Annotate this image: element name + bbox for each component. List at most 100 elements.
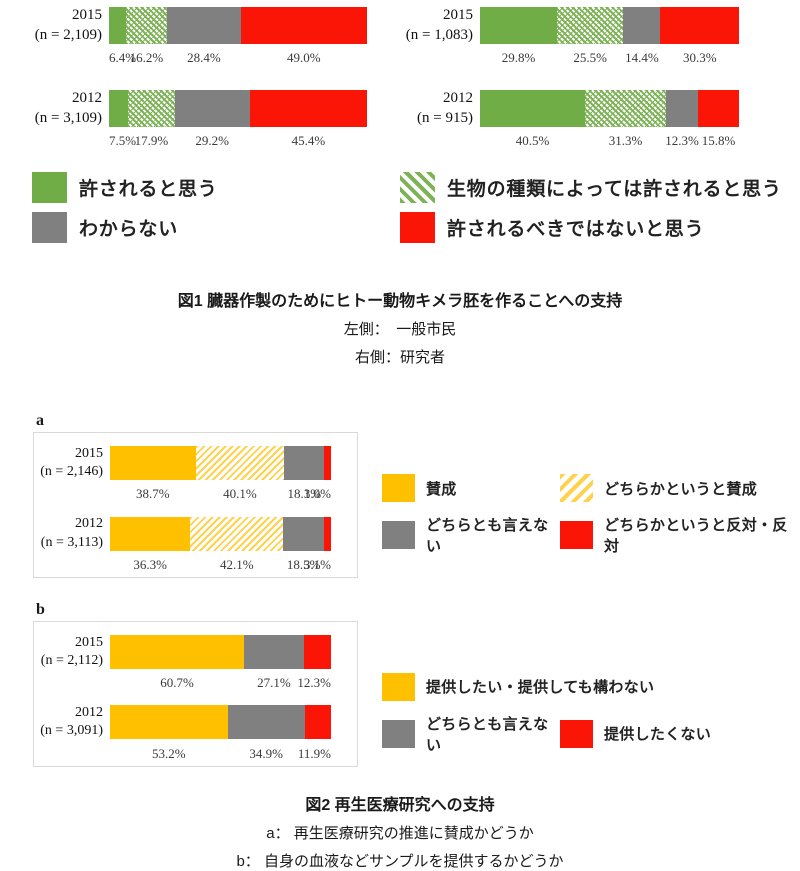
fig2b-panel-box: 2015 (n = 2,112) 60.7% 27.1% 12.3% 2012 (n = 3… [33,620,358,767]
bar-segment-green-hatch [125,7,168,44]
bar-segment-green [480,90,585,127]
fig2-subfig-a: 2015 (n = 2,146) 38.7% 40.1% 18.1% 3.0% 2012 (n… [33,432,800,578]
bar-segment-red [249,90,367,127]
row-label: 2012 (n = 3,091) [34,704,110,740]
row-n-label: (n = 2,112) [40,652,103,668]
fig1-chart-general-public: 2015 (n = 2,109) 6.4% 16.2% 28.4% 49.0% 2012 (n… [0,6,367,150]
fig1-charts-row: 2015 (n = 2,109) 6.4% 16.2% 28.4% 49.0% 2012 (n… [0,0,800,150]
fig1-chart-researchers: 2015 (n = 1,083) 29.8% 25.5% 14.4% 30.3% 2012 (… [394,6,739,150]
bar-segment-green-hatch [557,7,624,44]
figure1-section: 2015 (n = 2,109) 6.4% 16.2% 28.4% 49.0% 2012 (n… [0,0,800,367]
pct-label: 36.3% [133,556,167,572]
bar-segment-gray [284,446,325,481]
pct-label: 12.3% [665,133,699,148]
pct-label: 53.2% [151,745,186,761]
legend-swatch-yellow [382,672,415,701]
bar-segment-red [698,90,739,127]
legend-swatch-yellow-hatch [560,474,593,502]
row-label: 2015 (n = 2,112) [34,634,110,670]
legend-swatch-gray [32,212,67,243]
legend-label: 許されるべきではないと思う [447,219,705,240]
stacked-bar [109,7,367,44]
pct-label: 28.4% [187,50,221,65]
figure2-section: a 2015 (n = 2,146) 38.7% 40.1% 18.1% 3.0% 2012… [0,413,800,871]
pct-label-row: 29.8% 25.5% 14.4% 30.3% [480,50,739,67]
bar-segment-gray [167,7,241,44]
legend-label: 提供したい・提供しても構わない [426,679,655,697]
fig2a-chart: 2015 (n = 2,146) 38.7% 40.1% 18.1% 3.0% 2012 (n… [34,445,357,574]
fig1-caption-right-note: 右側：研究者 [354,349,445,366]
row-year-label: 2012 [72,90,102,106]
row-label: 2012 (n = 3,109) [0,89,109,128]
row-year-label: 2012 [75,705,103,721]
legend-label: どちらとも言えない [426,517,549,555]
pct-label: 42.1% [219,556,254,572]
bar-segment-gray [244,634,304,669]
row-n-label: (n = 3,109) [34,109,102,126]
legend-label: どちらかというと賛成 [604,480,758,498]
bar-segment-green-hatch [128,90,175,127]
row-year-label: 2012 [75,516,103,532]
row-n-label: (n = 2,109) [34,26,102,43]
bar-segment-gray [283,516,325,551]
bar-segment-yellow-hatch [195,446,285,481]
legend-swatch-red [560,521,593,549]
pct-label: 25.5% [573,50,607,65]
stacked-bar [109,90,367,127]
legend-label: どちらとも言えない [426,715,549,754]
pct-label-row: 38.7% 40.1% 18.1% 3.0% [110,486,331,503]
bar-segment-green-hatch [585,90,667,127]
bar-segment-red [324,446,331,481]
legend-swatch-green [32,172,67,203]
legend-label: 許されると思う [79,179,218,200]
pct-label: 34.9% [249,745,283,761]
legend-swatch-red [400,212,435,243]
bar-row: 2012 (n = 915) [394,89,739,128]
pct-label: 60.7% [160,675,194,691]
pct-label-row: 40.5% 31.3% 12.3% 15.8% [480,133,739,150]
bar-segment-red [240,7,367,44]
bar-row: 2015 (n = 2,112) [34,634,357,670]
pct-label: 6.4% [109,50,137,65]
legend-item: 生物の種類によっては許されると思う [400,172,800,203]
fig1-caption-left-note: 左側： 一般市民 [343,321,457,338]
legend-label: 生物の種類によっては許されると思う [447,179,782,200]
stacked-bar [480,90,739,127]
bar-segment-yellow [110,446,196,481]
bar-segment-red [303,634,331,669]
pct-label: 17.9% [134,133,169,148]
pct-label: 29.8% [501,50,536,65]
bar-segment-green [109,7,126,44]
stacked-bar [110,634,331,669]
stacked-bar [110,446,331,481]
row-n-label: (n = 1,083) [405,26,473,43]
row-label: 2015 (n = 1,083) [394,6,480,45]
legend-item: どちらとも言えない [382,713,560,755]
bar-row: 2012 (n = 3,109) [0,89,367,128]
pct-label: 12.3% [297,675,331,691]
row-n-label: (n = 2,146) [40,464,103,480]
pct-label: 15.8% [701,133,736,148]
fig2-caption: 図2 再生医療研究への支持 a： 再生医療研究の推進に賛成かどうか b： 自身の… [0,791,800,871]
row-year-label: 2012 [443,90,473,106]
bar-segment-gray [174,90,250,127]
pct-label-row: 6.4% 16.2% 28.4% 49.0% [109,50,367,67]
pct-label: 45.4% [291,133,326,148]
fig2-caption-b-note: b： 自身の血液などサンプルを提供するかどうか [236,852,564,870]
legend-item: どちらかというと賛成 [560,474,800,502]
legend-item: わからない [32,212,400,243]
legend-swatch-gray [382,521,415,549]
bar-row: 2015 (n = 2,109) [0,6,367,45]
fig2b-chart: 2015 (n = 2,112) 60.7% 27.1% 12.3% 2012 (n = 3… [34,634,357,763]
bar-segment-yellow [110,705,228,740]
bar-row: 2015 (n = 1,083) [394,6,739,45]
legend-label: わからない [79,219,179,240]
legend-label: 賛成 [426,480,457,498]
fig1-caption-title: 図1 臓器作製のためにヒトー動物キメラ胚を作ることへの支持 [177,293,623,310]
stacked-bar [110,516,331,551]
legend-label: どちらかというと反対・反対 [604,517,788,555]
fig2-caption-title: 図2 再生医療研究への支持 [305,796,495,814]
row-label: 2012 (n = 3,113) [34,515,110,551]
pct-label: 40.1% [223,486,257,502]
fig2-subfig-a-letter: a [36,412,44,429]
